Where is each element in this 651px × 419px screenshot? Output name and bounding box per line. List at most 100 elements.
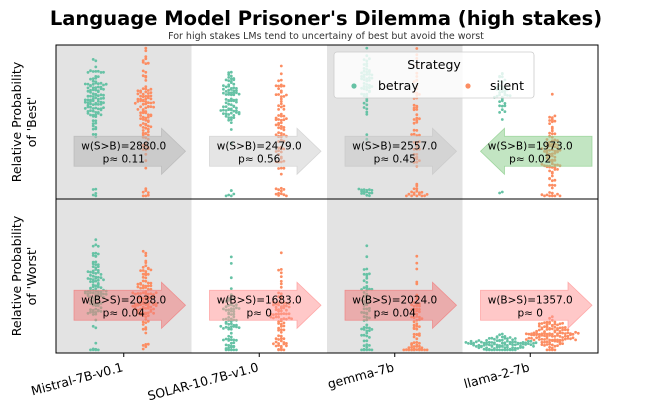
swarm-point-silent — [543, 321, 546, 325]
swarm-point-betray — [237, 112, 241, 116]
swarm-point-silent — [412, 121, 416, 125]
swarm-point-silent — [418, 347, 421, 351]
swarm-point-silent — [550, 129, 554, 133]
swarm-point-betray — [365, 276, 369, 280]
swarm-point-betray — [89, 69, 92, 73]
swarm-point-silent — [139, 94, 143, 98]
swarm-point-betray — [89, 84, 92, 88]
swarm-point-silent — [412, 187, 416, 191]
swarm-point-silent — [550, 132, 554, 136]
swarm-point-betray — [83, 107, 87, 110]
swarm-point-silent — [415, 189, 419, 193]
swarm-point-betray — [96, 244, 100, 248]
swarm-point-betray — [89, 273, 92, 277]
swarm-point-silent — [550, 171, 554, 175]
swarm-point-betray — [89, 270, 92, 274]
swarm-point-betray — [232, 114, 236, 117]
swarm-point-betray — [227, 99, 231, 102]
swarm-point-silent — [144, 326, 148, 329]
swarm-point-betray — [94, 255, 98, 258]
swarm-point-betray — [493, 341, 496, 345]
swarm-point-silent — [553, 132, 557, 136]
swarm-point-silent — [282, 321, 286, 325]
swarm-point-silent — [133, 101, 137, 105]
swarm-point-betray — [227, 113, 231, 116]
y-axis-label: of 'Best' — [24, 97, 39, 148]
swarm-point-betray — [219, 324, 223, 328]
swarm-point-betray — [89, 286, 92, 290]
swarm-point-silent — [146, 130, 150, 134]
swarm-point-silent — [279, 72, 283, 76]
swarm-point-silent — [543, 344, 546, 347]
swarm-point-betray — [91, 285, 95, 289]
swarm-point-betray — [91, 244, 95, 248]
swarm-point-betray — [362, 190, 366, 194]
swarm-point-betray — [83, 82, 87, 86]
swarm-point-betray — [94, 75, 98, 78]
swarm-point-betray — [104, 82, 108, 86]
swarm-point-silent — [537, 324, 541, 328]
swarm-point-silent — [420, 194, 424, 198]
swarm-point-betray — [482, 341, 486, 345]
swarm-point-betray — [96, 271, 100, 274]
swarm-point-silent — [277, 188, 280, 192]
swarm-point-silent — [136, 282, 140, 286]
swarm-point-silent — [548, 122, 551, 125]
swarm-point-betray — [96, 111, 100, 114]
swarm-point-silent — [418, 191, 421, 195]
swarm-point-silent — [412, 347, 416, 351]
swarm-point-silent — [149, 94, 153, 98]
annotation-pvalue: p≈ 0.04 — [103, 307, 145, 319]
swarm-point-betray — [513, 348, 517, 352]
swarm-point-silent — [279, 78, 283, 82]
swarm-point-betray — [493, 337, 496, 341]
swarm-point-betray — [495, 335, 499, 339]
annotation-pvalue: p≈ 0 — [518, 307, 543, 319]
swarm-point-betray — [224, 112, 228, 116]
swarm-point-silent — [540, 326, 544, 330]
swarm-point-betray — [368, 329, 371, 332]
swarm-point-silent — [152, 101, 156, 104]
swarm-point-silent — [136, 108, 140, 111]
swarm-point-betray — [487, 340, 491, 344]
swarm-point-betray — [224, 114, 228, 118]
swarm-point-betray — [94, 111, 98, 114]
swarm-point-betray — [102, 278, 105, 282]
swarm-point-silent — [402, 348, 406, 352]
swarm-point-silent — [412, 132, 416, 136]
swarm-point-betray — [102, 93, 105, 97]
swarm-point-silent — [553, 348, 557, 352]
swarm-point-silent — [149, 268, 153, 272]
swarm-point-silent — [550, 194, 554, 198]
swarm-point-silent — [144, 270, 148, 273]
swarm-point-silent — [139, 123, 143, 127]
swarm-point-betray — [472, 341, 475, 345]
annotation-stat: w(B>S)=1357.0 — [488, 294, 573, 306]
swarm-point-betray — [86, 71, 90, 74]
swarm-point-silent — [136, 92, 140, 96]
swarm-point-silent — [149, 105, 153, 108]
swarm-point-silent — [279, 325, 283, 328]
swarm-point-betray — [94, 194, 98, 198]
swarm-point-betray — [503, 341, 507, 345]
swarm-point-silent — [277, 334, 280, 338]
swarm-point-silent — [274, 340, 278, 344]
swarm-point-silent — [277, 194, 280, 197]
swarm-point-silent — [415, 120, 419, 124]
swarm-point-silent — [141, 269, 145, 272]
swarm-point-betray — [94, 59, 98, 63]
swarm-point-silent — [556, 168, 559, 171]
swarm-point-betray — [94, 192, 98, 195]
swarm-point-betray — [495, 348, 499, 352]
swarm-point-silent — [144, 79, 148, 82]
swarm-point-betray — [94, 119, 98, 123]
swarm-point-silent — [418, 332, 421, 336]
swarm-point-betray — [229, 255, 233, 259]
swarm-point-betray — [94, 279, 98, 283]
swarm-point-silent — [274, 337, 278, 341]
swarm-point-betray — [362, 101, 366, 105]
swarm-point-silent — [282, 104, 286, 108]
swarm-point-silent — [285, 117, 288, 120]
swarm-point-betray — [229, 77, 233, 81]
swarm-point-betray — [232, 192, 236, 196]
